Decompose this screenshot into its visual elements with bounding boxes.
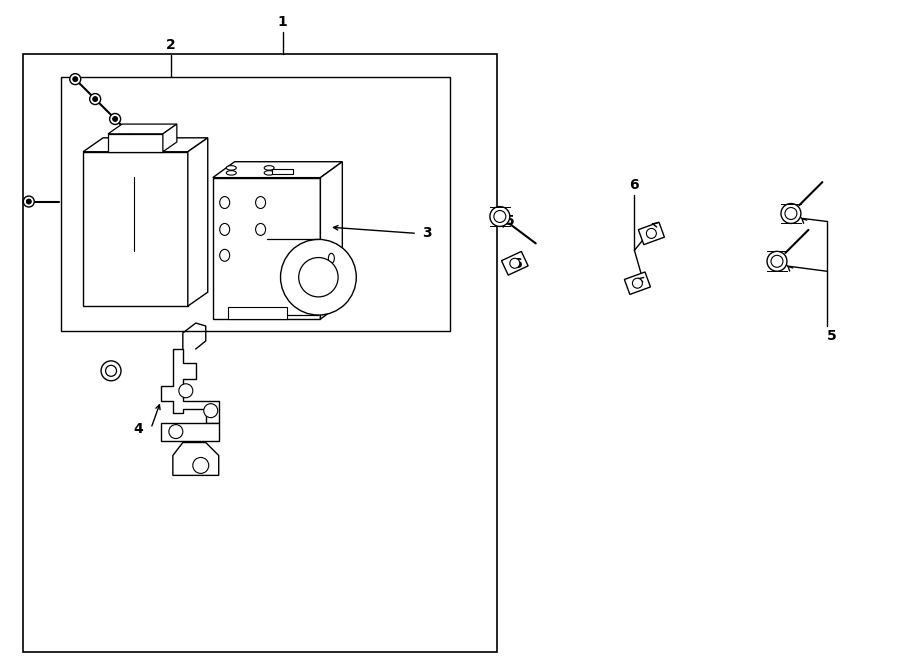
- Circle shape: [193, 457, 209, 473]
- Polygon shape: [638, 222, 664, 245]
- Ellipse shape: [220, 223, 230, 235]
- Polygon shape: [163, 124, 176, 152]
- Text: 5: 5: [505, 214, 515, 229]
- Bar: [228, 307, 287, 319]
- Ellipse shape: [265, 166, 274, 170]
- Polygon shape: [108, 134, 163, 152]
- Text: 1: 1: [277, 15, 287, 29]
- Bar: [61, 77, 450, 331]
- Circle shape: [781, 204, 801, 223]
- Circle shape: [494, 210, 506, 223]
- Polygon shape: [161, 349, 219, 422]
- Ellipse shape: [256, 196, 266, 208]
- Polygon shape: [108, 124, 176, 134]
- Polygon shape: [173, 442, 219, 475]
- Text: 6: 6: [512, 257, 521, 271]
- Circle shape: [73, 77, 77, 81]
- Text: 3: 3: [422, 227, 432, 241]
- Bar: [95, 186, 173, 245]
- Circle shape: [281, 239, 356, 315]
- Polygon shape: [161, 422, 219, 440]
- Ellipse shape: [256, 223, 266, 235]
- Polygon shape: [501, 251, 528, 275]
- Text: 4: 4: [133, 422, 143, 436]
- Polygon shape: [188, 137, 208, 306]
- Ellipse shape: [265, 171, 274, 175]
- Bar: [23, 54, 497, 652]
- Bar: [272, 169, 293, 174]
- Text: 5: 5: [827, 329, 837, 343]
- Circle shape: [633, 278, 643, 288]
- Polygon shape: [83, 152, 188, 306]
- Circle shape: [509, 258, 520, 268]
- Circle shape: [90, 94, 101, 104]
- Circle shape: [70, 73, 81, 85]
- Polygon shape: [212, 162, 342, 178]
- Ellipse shape: [226, 171, 237, 175]
- Circle shape: [767, 251, 787, 271]
- Circle shape: [93, 97, 97, 102]
- Text: 2: 2: [166, 38, 176, 52]
- Polygon shape: [83, 137, 208, 152]
- Circle shape: [105, 366, 116, 376]
- Circle shape: [26, 199, 32, 204]
- Circle shape: [169, 424, 183, 438]
- Circle shape: [771, 255, 783, 267]
- Polygon shape: [320, 162, 342, 319]
- Circle shape: [101, 361, 121, 381]
- Polygon shape: [625, 272, 651, 294]
- Ellipse shape: [328, 253, 335, 263]
- Circle shape: [110, 114, 121, 124]
- Circle shape: [203, 404, 218, 418]
- Polygon shape: [212, 178, 320, 319]
- Circle shape: [179, 384, 193, 398]
- Ellipse shape: [220, 196, 230, 208]
- Ellipse shape: [220, 249, 230, 261]
- Circle shape: [112, 116, 118, 122]
- Circle shape: [785, 208, 796, 219]
- Circle shape: [23, 196, 34, 207]
- Circle shape: [490, 206, 509, 227]
- Bar: [91, 176, 179, 251]
- Circle shape: [299, 258, 338, 297]
- Circle shape: [646, 229, 656, 239]
- Ellipse shape: [226, 166, 237, 170]
- Text: 6: 6: [630, 178, 639, 192]
